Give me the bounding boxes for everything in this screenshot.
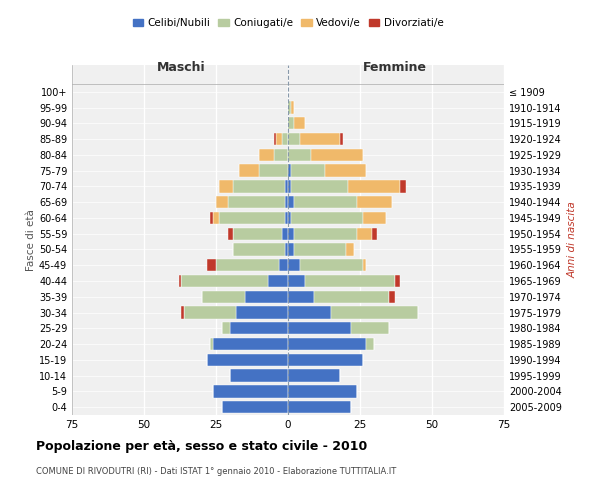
Bar (400, 180, 406, 192)
Bar (213, 212, 219, 224)
Bar (366, 338, 374, 350)
Bar (288, 117, 294, 130)
Text: Maschi: Maschi (157, 62, 206, 74)
Bar (208, 354, 288, 366)
Bar (299, 259, 363, 272)
Bar (259, 148, 274, 161)
Bar (227, 228, 233, 240)
Bar (274, 148, 288, 161)
Bar (233, 244, 285, 256)
Legend: Celibi/Nubili, Coniugati/e, Vedovi/e, Divorziati/e: Celibi/Nubili, Coniugati/e, Vedovi/e, Di… (128, 14, 448, 32)
Bar (210, 212, 213, 224)
Bar (216, 196, 227, 208)
Bar (288, 164, 291, 177)
Bar (222, 322, 230, 334)
Bar (245, 290, 288, 303)
Bar (239, 164, 259, 177)
Bar (213, 338, 288, 350)
Bar (181, 306, 184, 318)
Bar (288, 148, 311, 161)
Bar (294, 196, 357, 208)
Bar (216, 259, 280, 272)
Bar (268, 275, 288, 287)
Bar (233, 228, 282, 240)
Bar (233, 180, 285, 192)
Bar (288, 196, 294, 208)
Bar (340, 133, 343, 145)
Bar (363, 212, 386, 224)
Bar (346, 244, 354, 256)
Bar (288, 133, 299, 145)
Bar (202, 290, 245, 303)
Bar (208, 259, 216, 272)
Bar (288, 338, 366, 350)
Bar (179, 275, 181, 287)
Bar (299, 133, 340, 145)
Text: COMUNE DI RIVODUTRI (RI) - Dati ISTAT 1° gennaio 2010 - Elaborazione TUTTITALIA.: COMUNE DI RIVODUTRI (RI) - Dati ISTAT 1°… (36, 468, 396, 476)
Bar (357, 196, 392, 208)
Y-axis label: Anni di nascita: Anni di nascita (567, 202, 577, 278)
Bar (305, 275, 395, 287)
Text: Popolazione per età, sesso e stato civile - 2010: Popolazione per età, sesso e stato civil… (36, 440, 367, 453)
Bar (371, 228, 377, 240)
Text: Femmine: Femmine (362, 62, 427, 74)
Bar (282, 228, 288, 240)
Bar (291, 164, 325, 177)
Bar (285, 212, 288, 224)
Bar (285, 196, 288, 208)
Bar (288, 228, 294, 240)
Bar (210, 338, 213, 350)
Bar (227, 196, 285, 208)
Bar (291, 180, 349, 192)
Bar (274, 133, 277, 145)
Bar (331, 306, 418, 318)
Bar (285, 180, 288, 192)
Bar (294, 244, 346, 256)
Bar (294, 228, 357, 240)
Bar (325, 164, 366, 177)
Bar (291, 212, 363, 224)
Bar (288, 385, 357, 398)
Y-axis label: Fasce di età: Fasce di età (26, 209, 36, 271)
Bar (288, 354, 363, 366)
Bar (314, 290, 389, 303)
Bar (291, 102, 294, 114)
Bar (395, 275, 400, 287)
Bar (389, 290, 395, 303)
Bar (288, 180, 291, 192)
Bar (288, 275, 305, 287)
Bar (282, 133, 288, 145)
Bar (230, 370, 288, 382)
Bar (288, 244, 294, 256)
Bar (352, 322, 389, 334)
Bar (285, 244, 288, 256)
Bar (288, 102, 291, 114)
Bar (288, 401, 352, 413)
Bar (222, 401, 288, 413)
Bar (288, 322, 352, 334)
Bar (363, 259, 366, 272)
Bar (213, 385, 288, 398)
Bar (219, 212, 285, 224)
Bar (236, 306, 288, 318)
Bar (184, 306, 236, 318)
Bar (294, 117, 305, 130)
Bar (219, 180, 233, 192)
Bar (357, 228, 371, 240)
Bar (277, 133, 282, 145)
Bar (288, 306, 331, 318)
Bar (349, 180, 400, 192)
Bar (288, 259, 299, 272)
Bar (311, 148, 363, 161)
Bar (288, 290, 314, 303)
Bar (288, 370, 340, 382)
Bar (181, 275, 268, 287)
Bar (280, 259, 288, 272)
Bar (288, 212, 291, 224)
Bar (259, 164, 288, 177)
Bar (230, 322, 288, 334)
